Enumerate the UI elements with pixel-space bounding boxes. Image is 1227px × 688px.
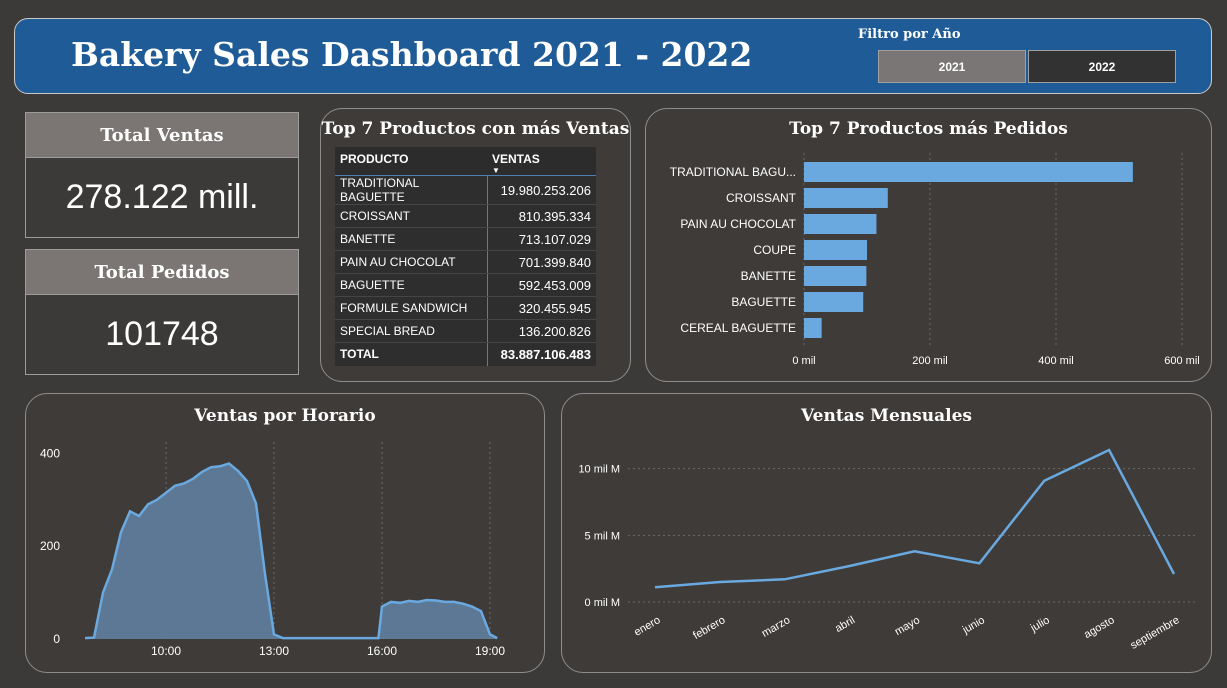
ventas-mensuales-panel: Ventas Mensuales 0 mil M 5 mil M 10 mil M e… xyxy=(561,393,1212,673)
x-tick-label: junio xyxy=(960,614,987,637)
bar xyxy=(804,188,888,208)
sales-cell: 592.453.009 xyxy=(486,273,596,297)
year-filter-label: Filtro por Año xyxy=(858,27,961,42)
column-header-product[interactable]: PRODUCTO xyxy=(335,147,487,176)
product-cell: PAIN AU CHOCOLAT xyxy=(335,250,487,274)
category-label: CROISSANT xyxy=(726,191,797,205)
x-tick-label: febrero xyxy=(691,614,727,642)
header-banner: Bakery Sales Dashboard 2021 - 2022 Filtr… xyxy=(14,18,1212,94)
y-tick-label: 10 mil M xyxy=(578,464,620,476)
table-row: TRADITIONAL BAGUETTE 19.980.253.206 xyxy=(335,175,596,205)
top-pedidos-title: Top 7 Productos más Pedidos xyxy=(789,119,1068,139)
x-tick-label: 200 mil xyxy=(912,355,947,367)
top-ventas-table: PRODUCTO VENTAS ▼ TRADITIONAL BAGUETTE 19… xyxy=(335,147,596,366)
bar xyxy=(804,318,822,338)
product-cell: BAGUETTE xyxy=(335,273,487,297)
dashboard-title: Bakery Sales Dashboard 2021 - 2022 xyxy=(71,35,753,74)
ventas-mensuales-title: Ventas Mensuales xyxy=(801,406,972,426)
sales-cell: 713.107.029 xyxy=(486,227,596,251)
column-header-sales-label: VENTAS xyxy=(492,152,540,166)
category-label: CEREAL BAGUETTE xyxy=(680,321,796,335)
table-row: SPECIAL BREAD 136.200.826 xyxy=(335,319,596,343)
table-row: PAIN AU CHOCOLAT 701.399.840 xyxy=(335,250,596,274)
product-cell: SPECIAL BREAD xyxy=(335,319,487,343)
sales-cell: 136.200.826 xyxy=(486,319,596,343)
total-pedidos-label: Total Pedidos xyxy=(25,249,299,295)
table-row: BANETTE 713.107.029 xyxy=(335,227,596,251)
top-ventas-panel: Top 7 Productos con más Ventas PRODUCTO … xyxy=(320,108,631,382)
x-tick-label: julio xyxy=(1028,614,1052,635)
x-tick-label: 19:00 xyxy=(475,644,505,658)
y-tick-label: 0 mil M xyxy=(585,597,620,609)
x-tick-label: 10:00 xyxy=(151,644,181,658)
x-tick-label: marzo xyxy=(760,614,792,640)
y-tick-label: 400 xyxy=(40,446,60,460)
year-2021-button[interactable]: 2021 xyxy=(878,50,1026,83)
category-label: BANETTE xyxy=(741,269,796,283)
x-tick-label: 400 mil xyxy=(1038,355,1073,367)
table-total-row: TOTAL 83.887.106.483 xyxy=(335,342,596,366)
x-tick-label: 0 mil xyxy=(792,355,815,367)
total-ventas-label: Total Ventas xyxy=(25,112,299,158)
sales-cell: 19.980.253.206 xyxy=(486,175,596,205)
total-value: 83.887.106.483 xyxy=(486,342,596,366)
sales-cell: 320.455.945 xyxy=(486,296,596,320)
bar xyxy=(804,292,864,312)
bar xyxy=(804,240,867,260)
total-label: TOTAL xyxy=(335,342,487,366)
product-cell: FORMULE SANDWICH xyxy=(335,296,487,320)
table-row: FORMULE SANDWICH 320.455.945 xyxy=(335,296,596,320)
ventas-horario-panel: Ventas por Horario 10:00 13:00 16:00 19:00 0… xyxy=(25,393,545,673)
table-row: CROISSANT 810.395.334 xyxy=(335,204,596,228)
sort-descending-icon: ▼ xyxy=(492,166,500,175)
category-label: BAGUETTE xyxy=(731,295,796,309)
x-tick-label: mayo xyxy=(893,614,922,638)
table-row: BAGUETTE 592.453.009 xyxy=(335,273,596,297)
product-cell: BANETTE xyxy=(335,227,487,251)
sales-cell: 810.395.334 xyxy=(486,204,596,228)
x-tick-label: 600 mil xyxy=(1164,355,1199,367)
bar xyxy=(804,162,1133,182)
bar xyxy=(804,214,877,234)
x-tick-label: 16:00 xyxy=(367,644,397,658)
total-pedidos-value: 101748 xyxy=(25,294,299,375)
ventas-horario-title: Ventas por Horario xyxy=(194,406,376,426)
year-2022-button[interactable]: 2022 xyxy=(1028,50,1176,83)
ventas-horario-area-chart: 10:00 13:00 16:00 19:00 0 200 400 xyxy=(40,442,505,658)
category-label: PAIN AU CHOCOLAT xyxy=(680,217,796,231)
y-tick-label: 5 mil M xyxy=(585,530,620,542)
area-line xyxy=(84,462,498,640)
y-tick-label: 200 xyxy=(40,539,60,553)
category-label: COUPE xyxy=(753,243,796,257)
x-tick-label: septiembre xyxy=(1128,614,1181,652)
total-ventas-value: 278.122 mill. xyxy=(25,157,299,238)
series-line xyxy=(654,448,1176,589)
ventas-mensuales-line-chart: 0 mil M 5 mil M 10 mil M enero febrero marzo a… xyxy=(578,448,1198,652)
sales-cell: 701.399.840 xyxy=(486,250,596,274)
column-header-sales[interactable]: VENTAS ▼ xyxy=(487,147,596,176)
x-tick-label: enero xyxy=(632,614,662,638)
bar xyxy=(804,266,867,286)
product-cell: CROISSANT xyxy=(335,204,487,228)
y-tick-label: 0 xyxy=(53,632,60,646)
top-ventas-title: Top 7 Productos con más Ventas xyxy=(321,119,630,139)
top-pedidos-bar-chart: 0 mil 200 mil 400 mil 600 mil TRADITIONAL BA… xyxy=(670,153,1200,367)
x-tick-label: 13:00 xyxy=(259,644,289,658)
x-tick-label: agosto xyxy=(1082,614,1117,641)
x-tick-label: abril xyxy=(833,614,857,635)
area-fill xyxy=(85,463,498,639)
product-cell: TRADITIONAL BAGUETTE xyxy=(335,175,487,205)
category-label: TRADITIONAL BAGU... xyxy=(670,165,796,179)
top-pedidos-panel: Top 7 Productos más Pedidos 0 mil 200 mil… xyxy=(645,108,1212,382)
